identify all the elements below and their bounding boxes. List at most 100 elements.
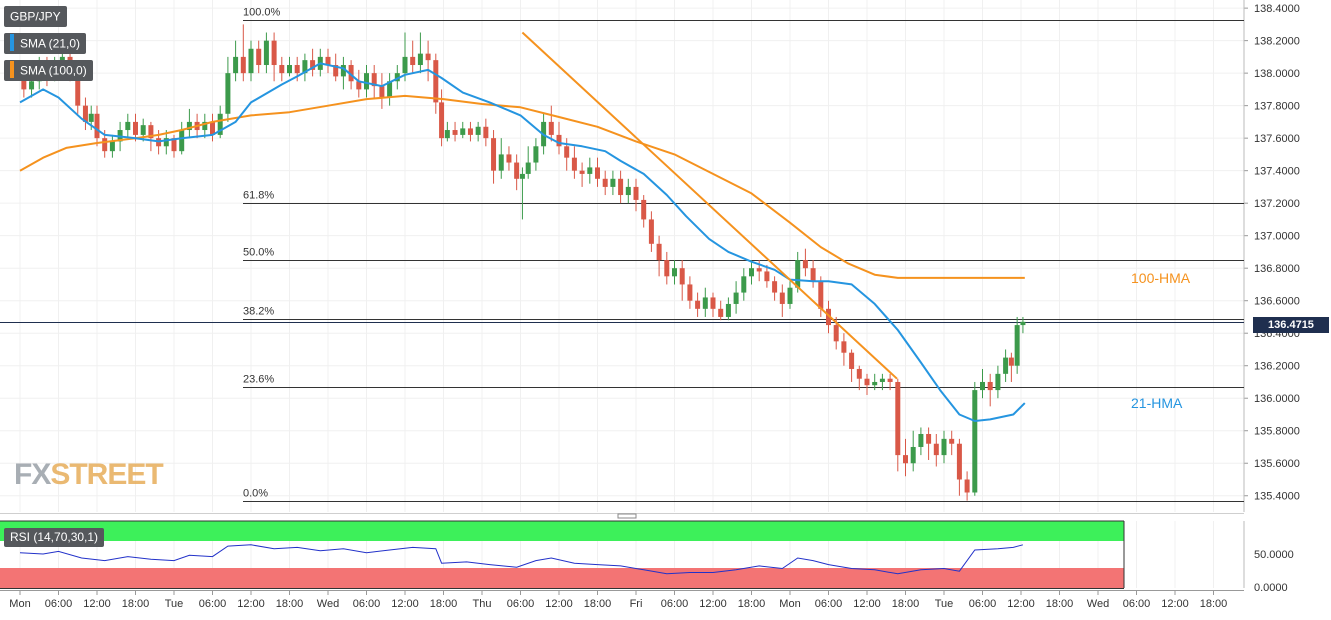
candle-body <box>340 65 346 77</box>
legend-symbol[interactable]: GBP/JPY <box>4 6 67 27</box>
candle-body <box>648 219 654 244</box>
y-tick-label: 136.6000 <box>1254 296 1300 308</box>
candle-body <box>887 378 893 382</box>
candle-body <box>779 292 785 304</box>
x-tick-label: 18:00 <box>1046 598 1074 610</box>
candle-body <box>140 125 146 135</box>
fib-level-label: 61.8% <box>243 190 274 202</box>
y-tick-label: 137.6000 <box>1254 133 1300 145</box>
candle-body <box>564 146 570 158</box>
candle-body <box>379 86 385 98</box>
candle-body <box>460 128 466 135</box>
candle-body <box>679 268 685 285</box>
candle-body <box>918 433 924 447</box>
candle-body <box>903 455 908 464</box>
candle-body <box>764 271 770 282</box>
candle-body <box>256 48 262 66</box>
x-tick-label: 06:00 <box>661 598 689 610</box>
candle-body <box>294 65 300 74</box>
y-tick-label: 135.8000 <box>1254 426 1300 438</box>
candle-body <box>498 154 504 171</box>
candle-body <box>133 121 138 135</box>
candle-body <box>718 308 724 317</box>
x-tick-label: 18:00 <box>276 598 304 610</box>
rsi-tick-label: 50.0000 <box>1254 549 1294 561</box>
candle-body <box>452 130 458 135</box>
candle-body <box>695 300 701 309</box>
legend-sma-fast[interactable]: SMA (21,0) <box>4 33 87 54</box>
x-tick-label: 12:00 <box>237 598 265 610</box>
candle-body <box>179 130 185 152</box>
candle-body <box>240 56 246 74</box>
candle-body <box>148 125 154 139</box>
fib-level-label: 23.6% <box>243 374 274 386</box>
y-tick-label: 136.0000 <box>1254 393 1300 405</box>
y-tick-label: 138.2000 <box>1254 36 1300 48</box>
legend-sma-slow[interactable]: SMA (100,0) <box>4 60 93 81</box>
candle-body <box>433 60 439 103</box>
x-tick-label: Mon <box>779 598 800 610</box>
candle-body <box>926 433 932 444</box>
candle-body <box>841 341 847 353</box>
x-tick-label: 18:00 <box>892 598 920 610</box>
candle-body <box>225 73 231 114</box>
candle-body <box>125 121 131 131</box>
sma-slow-swatch <box>10 61 14 79</box>
hma-100-label: 100-HMA <box>1131 270 1191 286</box>
candle-body <box>625 186 631 196</box>
candle-body <box>88 113 94 122</box>
candle-body <box>348 65 354 82</box>
candle-body <box>287 65 292 74</box>
candle-body <box>310 60 316 70</box>
candle-body <box>109 141 115 152</box>
candle-body <box>439 102 445 139</box>
x-tick-label: Thu <box>473 598 492 610</box>
candle-body <box>506 154 512 163</box>
candle-body <box>444 130 450 139</box>
x-tick-label: 12:00 <box>1161 598 1189 610</box>
candle-body <box>741 276 747 293</box>
candle-body <box>1020 321 1026 326</box>
y-tick-label: 136.8000 <box>1254 263 1300 275</box>
legend-sma-slow-label: SMA (100,0) <box>20 63 87 78</box>
rsi-oversold-zone <box>0 568 1124 588</box>
fib-level-label: 50.0% <box>243 247 274 259</box>
price-panel <box>0 0 1244 512</box>
panel-resize-handle <box>617 513 637 519</box>
legend-symbol-label: GBP/JPY <box>10 9 61 24</box>
candle-body <box>402 56 408 74</box>
candle-body <box>417 53 423 66</box>
candle-body <box>394 73 400 82</box>
candle-body <box>910 446 916 464</box>
candle-body <box>325 56 331 66</box>
candle-body <box>483 126 489 139</box>
legend-rsi[interactable]: RSI (14,70,30,1) <box>4 528 105 547</box>
candle-body <box>364 73 369 90</box>
candle-body <box>833 325 839 342</box>
candle-body <box>387 81 393 98</box>
x-tick-label: 12:00 <box>83 598 111 610</box>
x-tick-label: 06:00 <box>45 598 73 610</box>
candle-body <box>579 170 585 174</box>
x-tick-label: 06:00 <box>969 598 997 610</box>
candle-body <box>964 479 970 493</box>
x-tick-label: 18:00 <box>430 598 458 610</box>
x-tick-label: 06:00 <box>353 598 381 610</box>
candle-body <box>595 167 600 179</box>
candle-body <box>810 268 816 282</box>
candle-body <box>1014 325 1020 366</box>
candle-body <box>980 381 985 391</box>
candle-body <box>641 199 647 220</box>
x-tick-label: 18:00 <box>738 598 766 610</box>
hma-21-line <box>19 62 1026 422</box>
x-tick-label: 06:00 <box>1123 598 1151 610</box>
candle-body <box>202 121 208 131</box>
y-tick-label: 137.8000 <box>1254 101 1300 113</box>
x-tick-label: 12:00 <box>699 598 727 610</box>
fib-level-label: 100.0% <box>243 7 281 19</box>
candle-body <box>571 157 577 171</box>
x-tick-label: 06:00 <box>507 598 535 610</box>
rsi-line <box>19 544 1024 575</box>
candle-body <box>82 105 88 122</box>
